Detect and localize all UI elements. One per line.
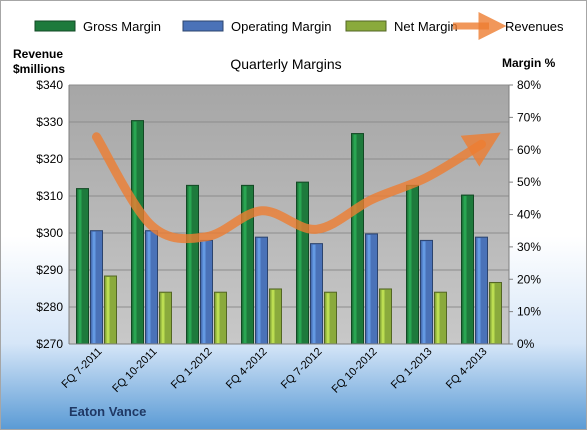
- bar-highlight: [257, 238, 261, 343]
- bar-highlight: [381, 289, 385, 343]
- right-tick-label: 50%: [517, 175, 541, 189]
- bar-highlight: [436, 293, 440, 343]
- bar-net-margin: [214, 291, 227, 345]
- right-tick-label: 0%: [517, 337, 535, 351]
- left-tick-label: $320: [36, 152, 63, 166]
- bar-net-margin: [489, 281, 502, 345]
- revenue-line: [92, 132, 501, 244]
- bar-operating-margin: [365, 233, 378, 345]
- bar-highlight: [92, 231, 96, 343]
- bar-highlight: [298, 183, 302, 343]
- bar-highlight: [463, 196, 467, 343]
- right-tick-label: 80%: [517, 78, 541, 92]
- bar-highlight: [243, 186, 247, 343]
- left-tick-label: $340: [36, 78, 63, 92]
- bar-highlight: [271, 289, 275, 343]
- bar-operating-margin: [420, 239, 433, 345]
- bar-gross-margin: [76, 188, 89, 345]
- legend-swatch: [34, 20, 76, 32]
- bar-gross-margin: [406, 184, 419, 345]
- left-axis-label-line1: Revenue: [13, 47, 63, 61]
- category-label: FQ 4-2013: [444, 346, 490, 392]
- chart-title: Quarterly Margins: [230, 56, 341, 72]
- bar-operating-margin: [310, 243, 323, 345]
- bar-highlight: [408, 186, 412, 343]
- legend-label: Gross Margin: [83, 19, 161, 34]
- company-label: Eaton Vance: [69, 404, 146, 419]
- right-tick-label: 40%: [517, 208, 541, 222]
- right-axis-label: Margin %: [502, 56, 556, 70]
- bar-highlight: [367, 234, 371, 343]
- bar-gross-margin: [296, 181, 309, 345]
- left-tick-label: $310: [36, 189, 63, 203]
- bar-net-margin: [324, 291, 337, 345]
- legend-swatch: [182, 20, 224, 32]
- left-tick-label: $280: [36, 300, 63, 314]
- left-tick-label: $270: [36, 337, 63, 351]
- bar-highlight: [477, 238, 481, 343]
- bar-net-margin: [104, 275, 117, 345]
- category-label: FQ 7-2012: [279, 346, 325, 392]
- category-label: FQ 1-2012: [169, 346, 215, 392]
- bar-highlight: [353, 134, 357, 343]
- bar-highlight: [422, 241, 426, 343]
- legend-label: Net Margin: [394, 19, 458, 34]
- bar-operating-margin: [90, 230, 103, 345]
- bar-net-margin: [379, 288, 392, 345]
- bar-net-margin: [434, 291, 447, 345]
- bar-gross-margin: [351, 133, 364, 345]
- bar-operating-margin: [200, 239, 213, 345]
- right-tick-label: 20%: [517, 272, 541, 286]
- bar-highlight: [106, 277, 110, 343]
- left-tick-label: $330: [36, 115, 63, 129]
- right-tick-label: 70%: [517, 110, 541, 124]
- bar-highlight: [202, 241, 206, 343]
- bar-highlight: [133, 121, 137, 343]
- right-tick-label: 10%: [517, 305, 541, 319]
- bar-operating-margin: [145, 230, 158, 345]
- category-label: FQ 10-2012: [330, 346, 380, 396]
- bar-net-margin: [269, 288, 282, 345]
- bar-net-margin: [159, 291, 172, 345]
- legend-label: Operating Margin: [231, 19, 331, 34]
- category-label: FQ 4-2012: [224, 346, 270, 392]
- bar-gross-margin: [461, 194, 474, 345]
- bar-highlight: [188, 186, 192, 343]
- category-label: FQ 10-2011: [110, 346, 159, 395]
- bar-highlight: [147, 231, 151, 343]
- bar-operating-margin: [255, 236, 268, 345]
- right-tick-label: 60%: [517, 143, 541, 157]
- legend: Gross Margin Operating Margin Net Margin Re…: [34, 12, 564, 40]
- left-axis-label-line2: $millions: [13, 62, 65, 76]
- legend-label: Revenues: [505, 19, 564, 34]
- bar-operating-margin: [475, 236, 488, 345]
- category-label: FQ 1-2013: [389, 346, 435, 392]
- bar-gross-margin: [131, 120, 144, 345]
- right-tick-label: 30%: [517, 240, 541, 254]
- bar-gross-margin: [186, 184, 199, 345]
- bar-highlight: [161, 293, 165, 343]
- bar-highlight: [312, 244, 316, 343]
- revenues-line: [92, 132, 501, 244]
- legend-swatch: [345, 20, 387, 32]
- left-tick-label: $290: [36, 263, 63, 277]
- bar-highlight: [78, 189, 82, 343]
- bar-highlight: [216, 293, 220, 343]
- left-tick-label: $300: [36, 226, 63, 240]
- bar-highlight: [326, 293, 330, 343]
- category-label: FQ 7-2011: [60, 346, 105, 391]
- bar-highlight: [491, 283, 495, 343]
